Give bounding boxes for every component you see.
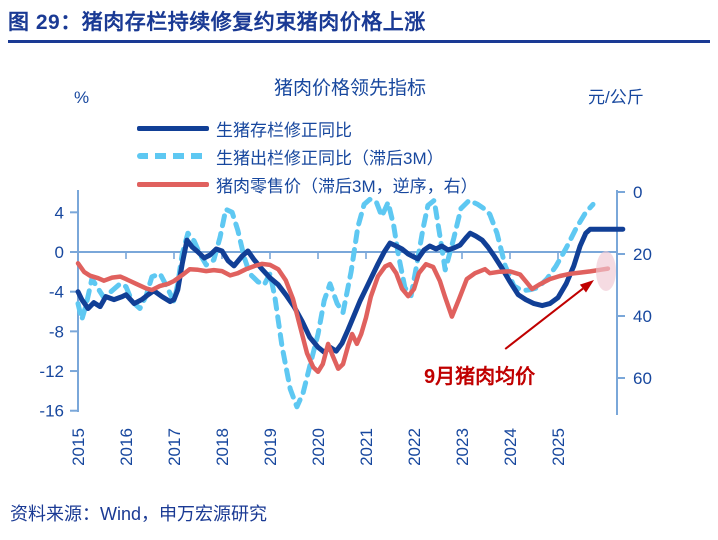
right-axis-unit-label: 元/公斤 <box>588 88 644 107</box>
svg-text:2023: 2023 <box>453 428 472 466</box>
legend-item-slaughter: 生猪出栏修正同比（滞后3M） <box>137 142 478 170</box>
svg-text:40: 40 <box>633 307 652 326</box>
svg-text:2016: 2016 <box>117 428 136 466</box>
svg-text:2024: 2024 <box>501 428 520 466</box>
svg-text:2018: 2018 <box>213 428 232 466</box>
chart-title: 猪肉价格领先指标 <box>273 78 426 99</box>
svg-text:2022: 2022 <box>405 428 424 466</box>
svg-text:2020: 2020 <box>309 428 328 466</box>
svg-text:-8: -8 <box>49 322 64 341</box>
retail-line-swatch <box>137 181 209 187</box>
svg-text:2015: 2015 <box>69 428 88 466</box>
svg-text:2025: 2025 <box>549 428 568 466</box>
figure-title: 图 29：猪肉存栏持续修复约束猪肉价格上涨 <box>8 11 426 34</box>
legend-label-slaughter: 生猪出栏修正同比（滞后3M） <box>216 148 444 168</box>
svg-text:-4: -4 <box>49 283 64 302</box>
legend: 生猪存栏修正同比 生猪出栏修正同比（滞后3M） 猪肉零售价（滞后3M，逆序，右） <box>137 114 478 198</box>
source-note: 资料来源：Wind，申万宏源研究 <box>10 504 268 524</box>
svg-text:0: 0 <box>633 183 642 202</box>
svg-text:2021: 2021 <box>357 428 376 466</box>
left-axis-unit-label: % <box>74 88 90 107</box>
storage-line-swatch <box>137 125 209 131</box>
svg-text:60: 60 <box>633 369 652 388</box>
september-price-annotation: 9月猪肉均价 <box>424 366 536 388</box>
svg-text:0: 0 <box>55 243 64 262</box>
legend-label-retail: 猪肉零售价（滞后3M，逆序，右） <box>216 176 478 196</box>
svg-text:2017: 2017 <box>165 428 184 466</box>
legend-item-storage: 生猪存栏修正同比 <box>137 114 478 142</box>
legend-label-storage: 生猪存栏修正同比 <box>216 120 352 140</box>
svg-text:-16: -16 <box>39 402 64 421</box>
title-underline <box>8 40 710 43</box>
svg-text:4: 4 <box>55 203 64 222</box>
legend-item-retail: 猪肉零售价（滞后3M，逆序，右） <box>137 170 478 198</box>
svg-text:2019: 2019 <box>261 428 280 466</box>
svg-text:20: 20 <box>633 245 652 264</box>
slaughter-line-swatch <box>137 153 209 159</box>
svg-text:-12: -12 <box>39 362 64 381</box>
